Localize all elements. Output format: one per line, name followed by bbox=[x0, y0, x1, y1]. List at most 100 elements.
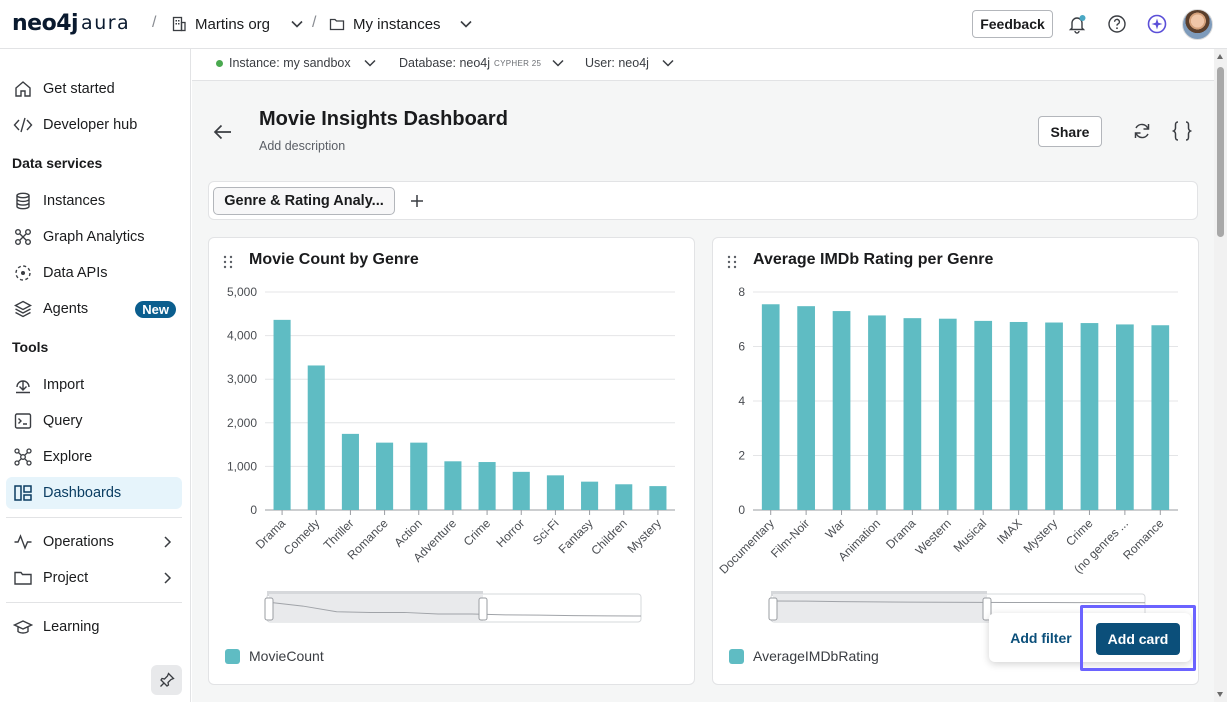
chart-title: Movie Count by Genre bbox=[249, 251, 419, 268]
sidebar-item-label: Import bbox=[43, 377, 85, 393]
help-icon[interactable] bbox=[1105, 12, 1129, 36]
share-button[interactable]: Share bbox=[1038, 116, 1102, 147]
y-tick-label: 2 bbox=[738, 449, 745, 463]
sidebar-item-instances[interactable]: Instances bbox=[6, 185, 182, 217]
json-braces-icon[interactable] bbox=[1170, 119, 1194, 143]
sidebar-item-query[interactable]: Query bbox=[6, 405, 182, 437]
drag-handle-icon[interactable] bbox=[727, 255, 737, 269]
database-selector[interactable]: Database: neo4j CYPHER 25 bbox=[399, 56, 565, 70]
refresh-icon[interactable] bbox=[1130, 119, 1154, 143]
sidebar-item-label: Developer hub bbox=[43, 117, 138, 133]
query-icon bbox=[14, 413, 32, 429]
x-tick-label: Comedy bbox=[281, 516, 322, 557]
folder-icon bbox=[14, 571, 32, 585]
sidebar-item-graph-analytics[interactable]: Graph Analytics bbox=[6, 221, 182, 253]
zoom-slider-preview bbox=[772, 600, 1146, 604]
x-tick-label: Musical bbox=[951, 516, 990, 555]
zoom-slider-preview bbox=[268, 601, 642, 617]
feedback-button[interactable]: Feedback bbox=[972, 10, 1053, 38]
sidebar-item-label: Graph Analytics bbox=[43, 229, 145, 245]
sidebar-item-project[interactable]: Project bbox=[6, 562, 182, 594]
bar bbox=[444, 461, 462, 510]
legend-label: AverageIMDbRating bbox=[753, 648, 879, 664]
x-tick-label: Horror bbox=[493, 516, 527, 550]
connection-bar: Instance: my sandbox Database: neo4j CYP… bbox=[192, 49, 1214, 81]
folder-icon bbox=[329, 18, 345, 31]
sidebar-item-developer-hub[interactable]: Developer hub bbox=[6, 109, 182, 141]
sidebar-item-label: Project bbox=[43, 570, 89, 586]
sidebar-item-explore[interactable]: Explore bbox=[6, 441, 182, 473]
breadcrumb-separator: / bbox=[152, 14, 157, 31]
database-label: Database: neo4j bbox=[399, 56, 491, 70]
x-tick-label: Mystery bbox=[624, 516, 664, 556]
bar bbox=[1151, 325, 1170, 510]
zoom-slider-handle-right bbox=[982, 597, 992, 621]
notifications-bell-icon[interactable] bbox=[1065, 12, 1089, 36]
agents-icon bbox=[14, 300, 32, 318]
bar bbox=[273, 319, 291, 510]
y-tick-label: 4,000 bbox=[227, 329, 257, 343]
chevron-down-icon bbox=[459, 20, 472, 28]
chevron-down-icon bbox=[291, 20, 303, 28]
top-bar: neo4j aura / Martins org / My instances … bbox=[0, 0, 1227, 49]
bar bbox=[649, 486, 667, 510]
scroll-down-arrow[interactable] bbox=[1217, 692, 1223, 697]
x-tick-label: Documentary bbox=[716, 516, 776, 576]
scroll-thumb[interactable] bbox=[1217, 67, 1224, 237]
new-badge: New bbox=[135, 300, 176, 318]
sidebar-item-learning[interactable]: Learning bbox=[6, 611, 182, 643]
back-arrow-icon[interactable] bbox=[212, 121, 234, 143]
pin-sidebar-button[interactable] bbox=[151, 665, 182, 695]
org-label: Martins org bbox=[195, 15, 271, 33]
add-filter-button[interactable]: Add filter bbox=[1010, 630, 1072, 646]
bar bbox=[974, 320, 993, 510]
legend-swatch bbox=[225, 648, 240, 664]
scroll-up-arrow[interactable] bbox=[1217, 54, 1223, 59]
sidebar-item-label: Get started bbox=[43, 81, 115, 97]
chevron-down-icon bbox=[552, 59, 564, 67]
sidebar-item-agents[interactable]: Agents New bbox=[6, 293, 182, 325]
tab-genre-rating-analysis[interactable]: Genre & Rating Analy... bbox=[213, 187, 395, 215]
sidebar-item-label: Operations bbox=[43, 534, 114, 550]
vertical-scrollbar[interactable] bbox=[1214, 49, 1227, 702]
chart-legend[interactable]: AverageIMDbRating bbox=[729, 648, 879, 664]
instance-selector[interactable]: Instance: my sandbox bbox=[216, 56, 377, 70]
user-selector[interactable]: User: neo4j bbox=[585, 56, 675, 70]
y-tick-label: 8 bbox=[738, 285, 745, 299]
org-selector[interactable]: Martins org bbox=[171, 9, 304, 39]
y-tick-label: 0 bbox=[250, 503, 257, 517]
drag-handle-icon[interactable] bbox=[223, 255, 233, 269]
y-tick-label: 2,000 bbox=[227, 416, 257, 430]
chart-legend[interactable]: MovieCount bbox=[225, 648, 324, 664]
user-avatar[interactable] bbox=[1182, 9, 1213, 40]
bar bbox=[797, 306, 815, 510]
sidebar-item-import[interactable]: Import bbox=[6, 369, 182, 401]
import-icon bbox=[16, 380, 30, 394]
sidebar-divider bbox=[6, 602, 182, 603]
dashboard-title[interactable]: Movie Insights Dashboard bbox=[259, 108, 508, 130]
chart-card-movie-count: Movie Count by Genre 0 1,000 2,000 3,000 4,0… bbox=[208, 237, 695, 685]
add-card-button[interactable]: Add card bbox=[1096, 623, 1180, 655]
chevron-right-icon bbox=[164, 572, 172, 584]
sidebar-item-get-started[interactable]: Get started bbox=[6, 73, 182, 105]
sidebar: Get started Developer hub Data services … bbox=[0, 49, 191, 702]
add-tab-plus-icon[interactable] bbox=[407, 191, 427, 211]
user-label: User: neo4j bbox=[585, 56, 649, 70]
sidebar-item-label: Query bbox=[43, 413, 83, 429]
x-tick-label: Children bbox=[588, 516, 630, 558]
zoom-slider-handle-left bbox=[264, 597, 274, 621]
sidebar-item-data-apis[interactable]: Data APIs bbox=[6, 257, 182, 289]
instances-selector[interactable]: My instances bbox=[329, 9, 473, 39]
sidebar-item-label: Dashboards bbox=[43, 485, 122, 501]
ai-assistant-icon[interactable] bbox=[1145, 12, 1169, 36]
chart-card-average-rating: Average IMDb Rating per Genre 0 2 4 6 8 Docum… bbox=[712, 237, 1199, 685]
sidebar-item-operations[interactable]: Operations bbox=[6, 526, 182, 558]
bar bbox=[903, 318, 922, 510]
x-tick-label: Crime bbox=[1063, 516, 1096, 549]
zoom-slider-bar bbox=[771, 591, 987, 596]
sidebar-item-dashboards[interactable]: Dashboards bbox=[6, 477, 182, 509]
x-tick-label: Western bbox=[913, 516, 954, 557]
neo4j-aura-logo[interactable]: neo4j aura bbox=[12, 8, 130, 38]
zoom-slider-window bbox=[773, 594, 987, 622]
dashboard-description[interactable]: Add description bbox=[259, 139, 346, 153]
